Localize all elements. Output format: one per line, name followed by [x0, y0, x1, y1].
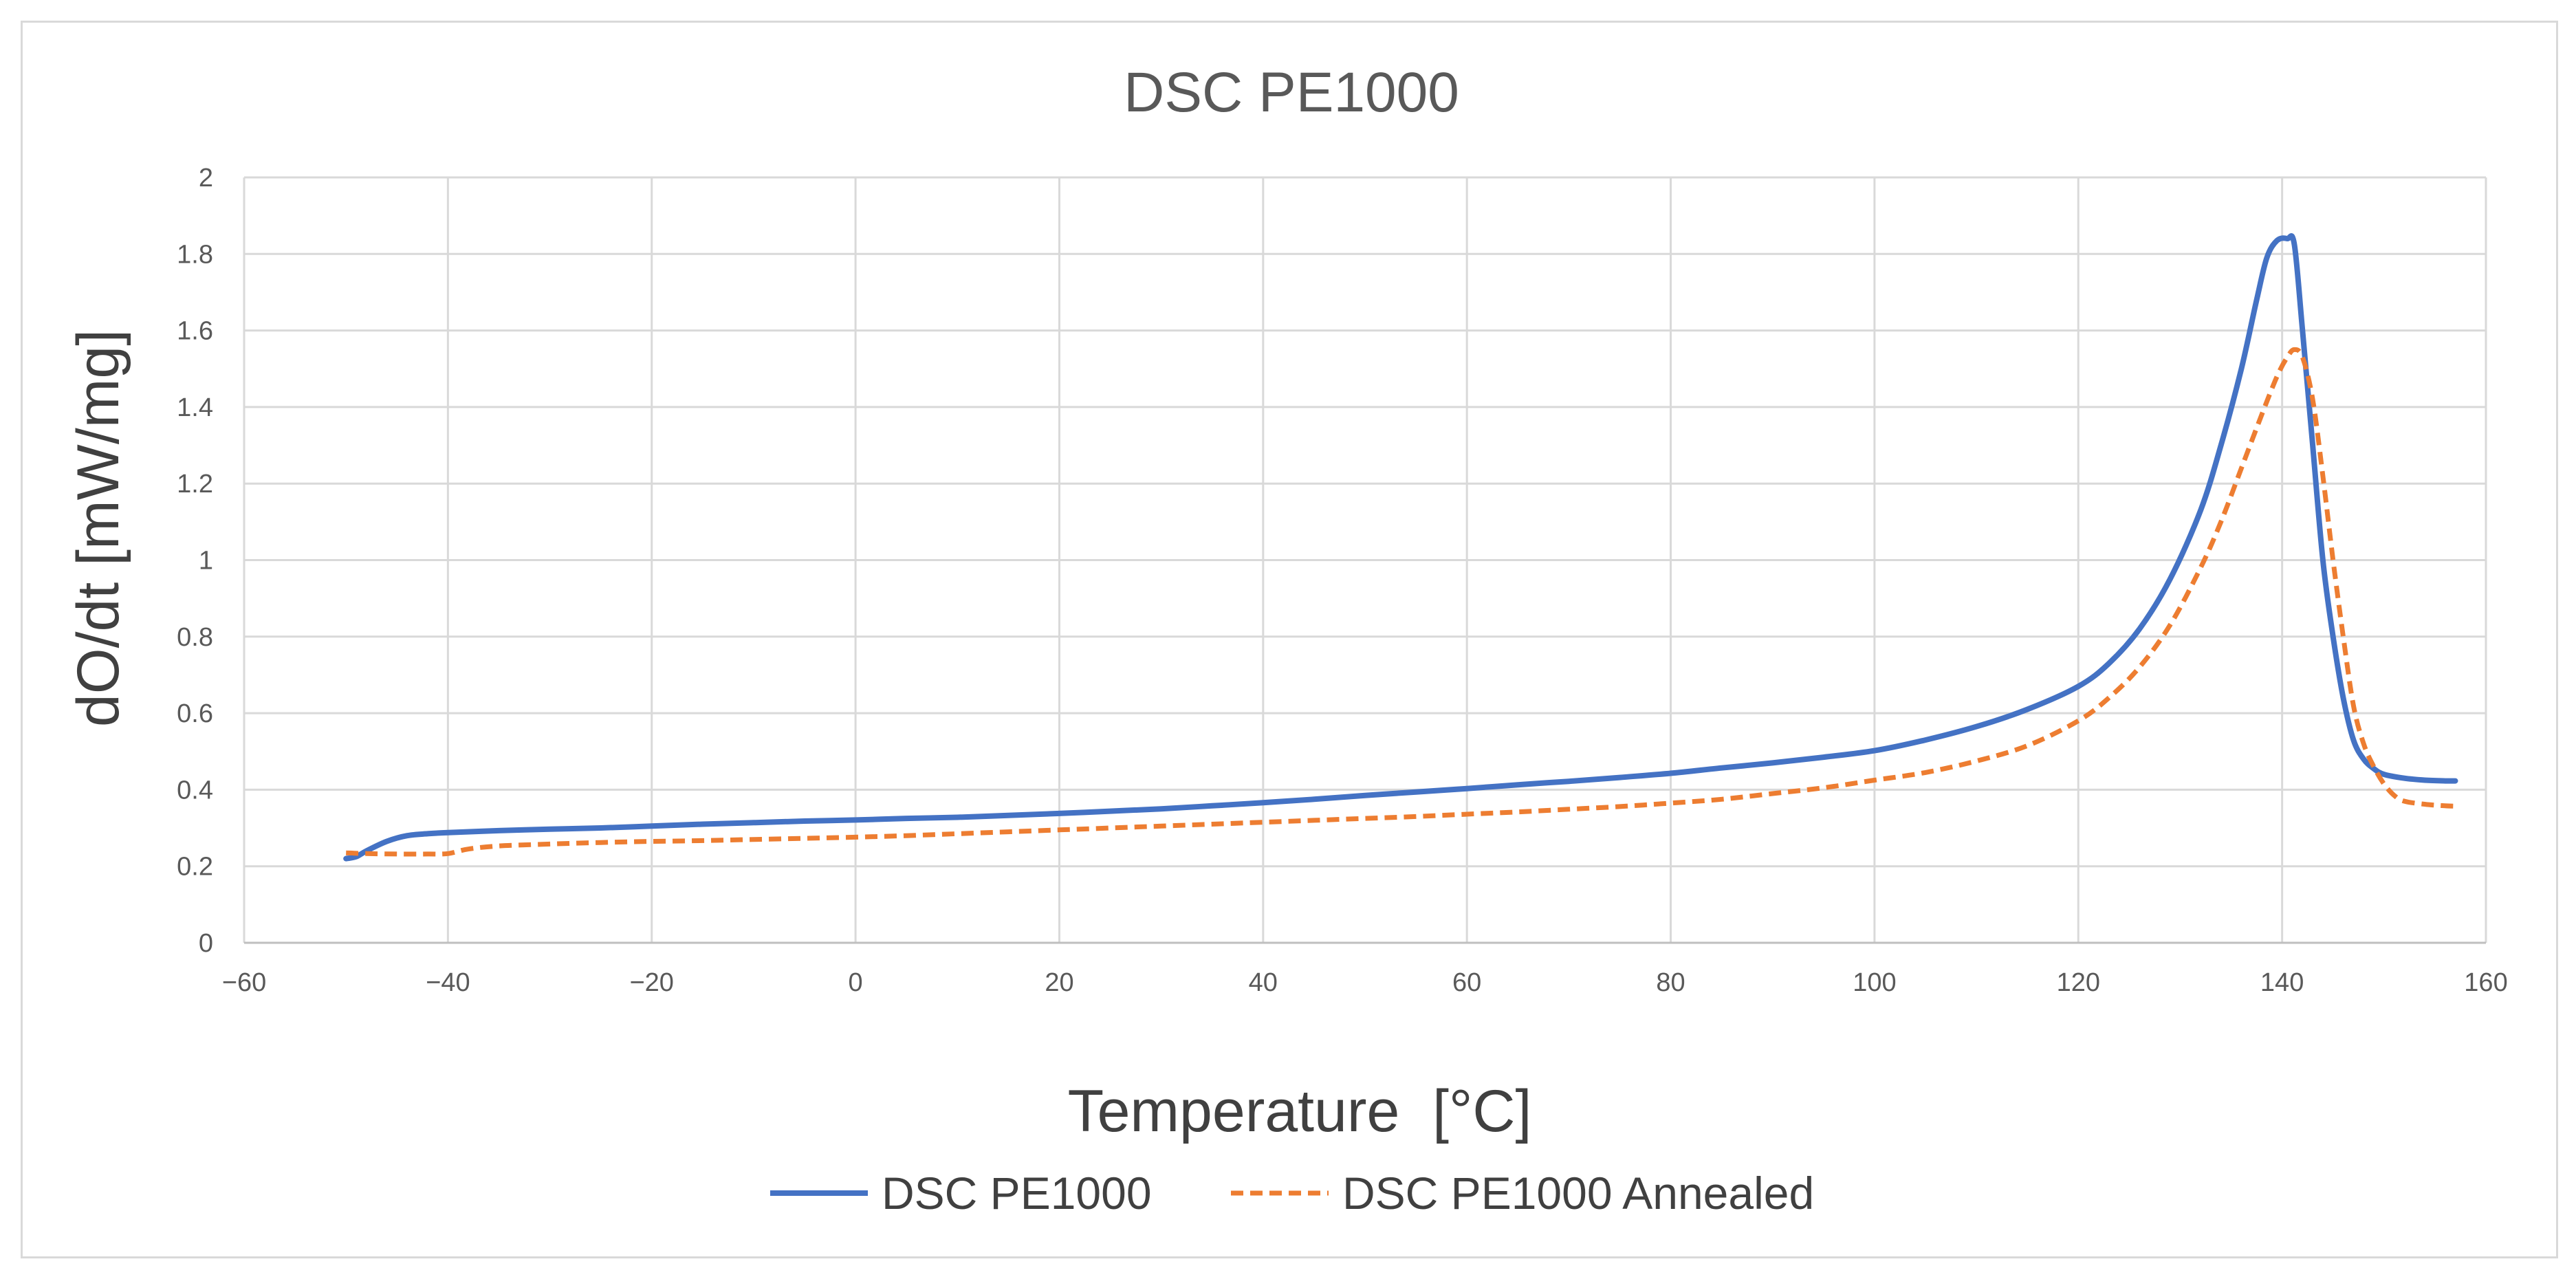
chart-frame — [21, 21, 2558, 1258]
y-tick-label: 1.4 — [177, 393, 213, 422]
x-tick-label: −60 — [222, 968, 266, 997]
y-tick-label: 0.4 — [177, 776, 213, 805]
legend-label-dsc-pe1000: DSC PE1000 — [882, 1168, 1152, 1219]
x-tick-label: 140 — [2260, 968, 2304, 997]
x-tick-labels: −60 −40 −20 0 20 40 60 80 100 120 140 160 — [222, 968, 2508, 997]
x-tick-label: 100 — [1853, 968, 1896, 997]
x-tick-label: 120 — [2057, 968, 2100, 997]
x-tick-label: 0 — [849, 968, 863, 997]
legend-label-dsc-pe1000-annealed: DSC PE1000 Annealed — [1342, 1168, 1814, 1219]
y-tick-label: 0.2 — [177, 853, 213, 882]
y-tick-label: 1 — [199, 547, 213, 576]
x-tick-label: 160 — [2464, 968, 2507, 997]
y-tick-label: 1.2 — [177, 470, 213, 499]
x-tick-label: −20 — [629, 968, 673, 997]
y-gridlines — [244, 176, 2486, 944]
series-line-dsc-pe1000-annealed — [346, 347, 2456, 857]
y-axis-title: dO/dt [mW/mg] — [65, 329, 131, 727]
legend: DSC PE1000 DSC PE1000 Annealed — [770, 1168, 1814, 1219]
x-axis-title: Temperature [°C] — [1068, 1078, 1532, 1144]
series-line-dsc-pe1000 — [343, 233, 2458, 862]
y-tick-label: 2 — [199, 164, 213, 193]
y-tick-label: 1.6 — [177, 317, 213, 346]
x-tick-label: 40 — [1249, 968, 1278, 997]
x-tick-label: −40 — [426, 968, 470, 997]
y-tick-label: 0.6 — [177, 699, 213, 728]
chart-title: DSC PE1000 — [1124, 61, 1459, 124]
series-layer — [343, 233, 2458, 862]
y-tick-label: 0 — [199, 929, 213, 958]
y-tick-label: 1.8 — [177, 240, 213, 269]
x-tick-label: 20 — [1045, 968, 1073, 997]
x-tick-label: 60 — [1452, 968, 1481, 997]
y-tick-labels: 0 0.2 0.4 0.6 0.8 1 1.2 1.4 1.6 1.8 2 — [177, 164, 213, 958]
y-tick-label: 0.8 — [177, 623, 213, 652]
x-tick-label: 80 — [1656, 968, 1685, 997]
